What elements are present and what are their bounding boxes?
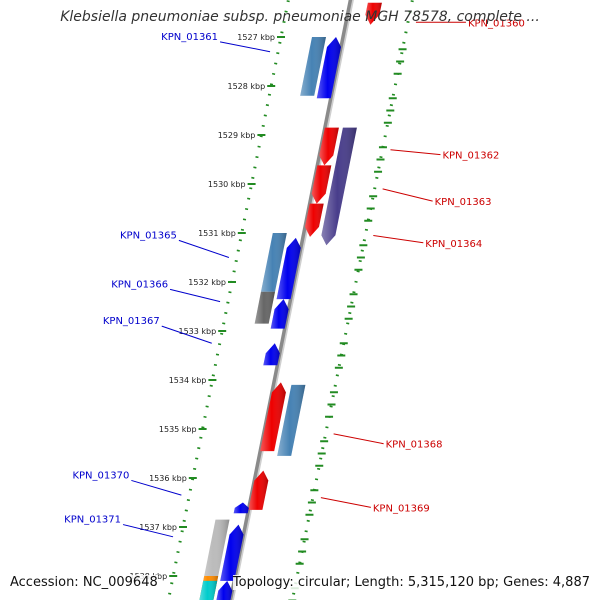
- tick-label: 1533 kbp: [178, 327, 216, 336]
- label-connector: [333, 433, 384, 445]
- gene-feature-shading: [263, 343, 280, 366]
- gene-label[interactable]: KPN_01364: [425, 239, 482, 250]
- gene-feature-shading: [260, 382, 286, 452]
- accession-text: Accession: NC_009648: [10, 575, 158, 590]
- tick-label: 1534 kbp: [169, 376, 207, 385]
- tick-label: 1529 kbp: [218, 131, 256, 140]
- gene-feature-shading: [277, 384, 306, 456]
- gene-label[interactable]: KPN_01362: [442, 151, 499, 162]
- gene-feature-shading: [276, 237, 301, 300]
- gene-label[interactable]: KPN_01371: [64, 515, 121, 526]
- gene-label[interactable]: KPN_01365: [120, 230, 177, 241]
- tick-label: 1527 kbp: [237, 33, 275, 42]
- scale-ticks: 1527 kbp 1528 kbp 1529 kbp 1530 kbp 1531 kbp…: [129, 33, 407, 600]
- gene-feature-shading: [216, 580, 233, 600]
- gene-label[interactable]: KPN_01367: [103, 316, 160, 327]
- label-connector: [390, 149, 441, 156]
- tick-label: 1528 kbp: [227, 82, 265, 91]
- gene-feature-shading: [300, 37, 326, 96]
- tick-label: 1531 kbp: [198, 229, 236, 238]
- gene-feature-shading: [316, 37, 341, 99]
- genome-info-text: Topology: circular; Length: 5,315,120 bp…: [232, 575, 590, 590]
- gene-feature-shading: [261, 233, 287, 292]
- gene-feature-shading: [270, 299, 289, 329]
- gene-feature-shading: [319, 127, 339, 166]
- gene-label-connectors: [122, 21, 466, 538]
- gene-feature-shading: [305, 203, 324, 237]
- label-connector: [320, 497, 371, 508]
- label-connector: [131, 479, 182, 496]
- tick-label: 1536 kbp: [149, 474, 187, 483]
- gene-label[interactable]: KPN_01361: [161, 32, 218, 43]
- tick-label: 1535 kbp: [159, 425, 197, 434]
- gene-feature-shading: [233, 502, 249, 514]
- gene-label[interactable]: KPN_01363: [435, 197, 492, 208]
- gene-feature-shading: [254, 291, 275, 324]
- gene-feature-shading: [199, 580, 218, 600]
- label-connector: [373, 234, 424, 244]
- label-connector: [122, 524, 174, 538]
- tick-label: 1530 kbp: [208, 180, 246, 189]
- gene-feature-shading: [311, 165, 332, 204]
- gene-feature-shading: [365, 2, 382, 25]
- label-connector: [178, 239, 230, 258]
- tick-label: 1537 kbp: [139, 523, 177, 532]
- gene-feature-shading: [321, 127, 357, 246]
- gene-feature-shading: [248, 470, 269, 510]
- gene-feature-shading: [220, 524, 244, 581]
- gene-label[interactable]: KPN_01368: [386, 440, 443, 451]
- label-connector: [382, 188, 433, 202]
- gene-labels: KPN_01360 KPN_01361 KPN_01362 KPN_01363 KPN_…: [64, 18, 525, 525]
- gene-label[interactable]: KPN_01370: [72, 470, 129, 481]
- label-connector: [169, 288, 221, 303]
- label-connector: [219, 41, 271, 53]
- gene-features: [199, 2, 382, 600]
- map-title: Klebsiella pneumoniae subsp. pneumoniae …: [60, 9, 540, 25]
- gene-label[interactable]: KPN_01369: [373, 503, 430, 514]
- label-connector: [161, 325, 212, 344]
- gene-label[interactable]: KPN_01366: [111, 279, 168, 290]
- tick-label: 1532 kbp: [188, 278, 226, 287]
- gene-label[interactable]: KPN_01360: [468, 18, 525, 29]
